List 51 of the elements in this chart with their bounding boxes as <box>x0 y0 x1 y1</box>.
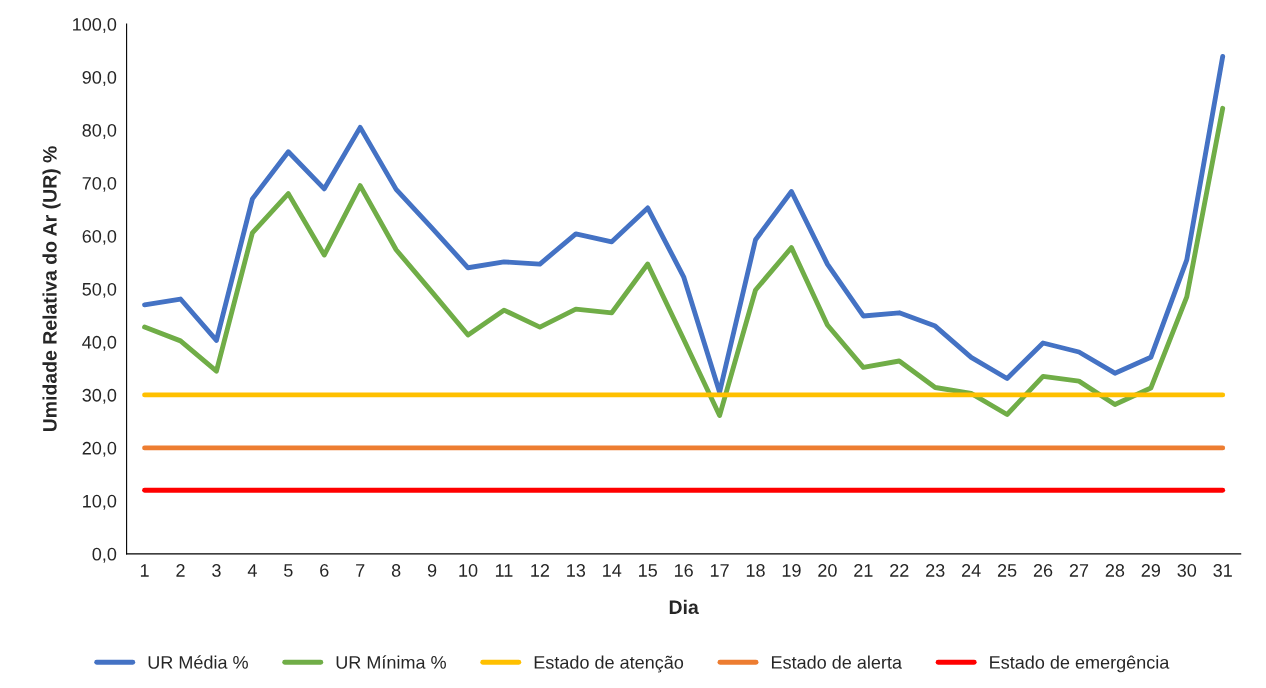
y-tick-label: 90,0 <box>82 70 117 86</box>
x-tick-label: 11 <box>495 564 513 577</box>
x-tick-label: 26 <box>1033 564 1053 577</box>
x-tick-label: 12 <box>531 564 550 577</box>
x-tick-label: 2 <box>176 564 185 577</box>
y-axis-title: Umidade Relativa do Ar (UR) % <box>42 146 61 432</box>
y-tick-label: 20,0 <box>82 441 117 457</box>
x-tick-label: 18 <box>746 564 765 577</box>
x-tick-label: 13 <box>567 564 586 577</box>
legend-label: UR Média % <box>148 655 248 669</box>
x-tick-label: 27 <box>1069 564 1089 577</box>
y-tick-label: 40,0 <box>82 335 117 351</box>
y-tick-label: 0,0 <box>92 547 117 563</box>
x-tick-label: 31 <box>1213 564 1232 577</box>
y-tick-label: 60,0 <box>82 229 117 245</box>
x-tick-label: 19 <box>782 564 801 577</box>
x-tick-label: 30 <box>1177 564 1197 577</box>
x-tick-label: 9 <box>427 564 437 577</box>
y-tick-label: 50,0 <box>82 282 117 298</box>
legend-label: Estado de emergência <box>990 655 1170 673</box>
x-tick-label: 23 <box>926 564 945 577</box>
x-tick-label: 3 <box>212 564 221 577</box>
x-tick-label: 25 <box>997 564 1017 577</box>
line-series <box>142 53 1226 395</box>
x-tick-label: 24 <box>962 564 981 577</box>
x-tick-label: 15 <box>639 564 657 577</box>
x-tick-label: 6 <box>320 564 329 577</box>
line-series <box>142 105 1226 418</box>
x-tick-label: 1 <box>140 564 149 577</box>
x-tick-label: 7 <box>356 564 365 577</box>
x-axis-title: Dia <box>669 599 699 615</box>
legend-label: Estado de alerta <box>771 655 902 669</box>
x-tick-label: 5 <box>284 564 293 577</box>
x-tick-label: 28 <box>1105 564 1125 577</box>
x-tick-label: 8 <box>391 564 401 577</box>
x-tick-label: 29 <box>1141 564 1161 577</box>
x-tick-label: 14 <box>603 564 622 577</box>
x-tick-label: 20 <box>818 564 837 577</box>
y-tick-label: 70,0 <box>82 176 117 192</box>
x-tick-label: 22 <box>890 564 909 577</box>
x-tick-label: 16 <box>674 564 693 577</box>
legend-label: Estado de atenção <box>534 655 684 673</box>
x-tick-label: 10 <box>459 564 478 577</box>
x-tick-label: 4 <box>247 564 257 577</box>
y-tick-label: 80,0 <box>82 123 117 139</box>
y-tick-label: 100,0 <box>73 18 117 33</box>
legend-label: UR Mínima % <box>336 655 446 669</box>
y-tick-label: 30,0 <box>82 388 117 404</box>
x-tick-label: 17 <box>710 564 729 577</box>
x-tick-label: 21 <box>854 564 873 577</box>
y-tick-label: 10,0 <box>83 494 117 510</box>
